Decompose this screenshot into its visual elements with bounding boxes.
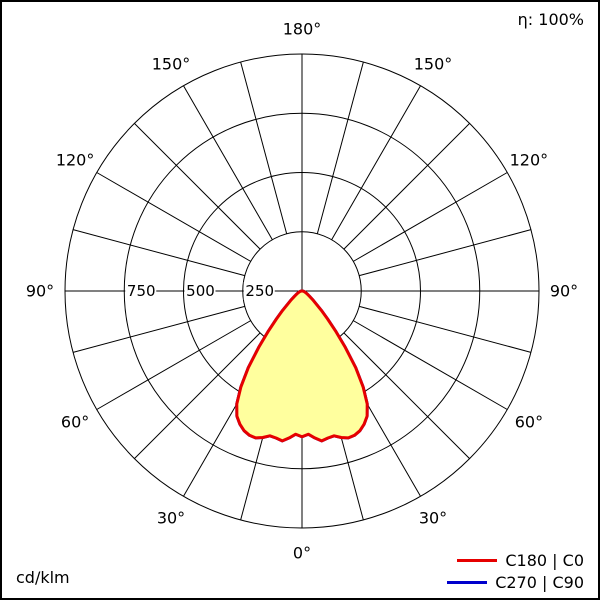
radial-tick-label: 250 — [245, 282, 274, 300]
unit-label: cd/klm — [16, 568, 70, 587]
angle-label: 30° — [419, 508, 447, 527]
angle-label: 120° — [56, 151, 95, 170]
polar-grid-spoke — [134, 332, 261, 459]
polar-grid-spoke — [316, 61, 364, 234]
legend-label-c90: C270 | C90 — [495, 573, 584, 592]
angle-label: 90° — [550, 282, 578, 301]
angle-label: 60° — [515, 413, 543, 432]
polar-grid-spoke — [359, 305, 532, 353]
legend-line-red-icon — [457, 559, 498, 562]
intensity-curve-c180-c0 — [235, 289, 369, 443]
angle-label: 30° — [157, 508, 185, 527]
angle-label: 150° — [152, 55, 191, 74]
angle-label: 60° — [61, 413, 89, 432]
angle-label: 150° — [414, 55, 453, 74]
radial-tick-label: 500 — [186, 282, 215, 300]
angle-label: 0° — [293, 544, 311, 563]
polar-grid-spoke — [359, 229, 532, 277]
tick-label-bg — [125, 282, 157, 300]
angle-label: 90° — [26, 282, 54, 301]
angle-label: 180° — [283, 20, 322, 39]
angle-label: 120° — [510, 151, 549, 170]
polar-grid-spoke — [331, 85, 421, 240]
legend: C180 | C0 C270 | C90 — [447, 551, 584, 592]
polar-grid-spoke — [72, 305, 245, 353]
polar-grid-spoke — [96, 172, 251, 262]
polar-grid-spoke — [134, 123, 261, 250]
radial-tick-label: 750 — [127, 282, 156, 300]
polar-grid-spoke — [343, 123, 470, 250]
polar-grid-spoke — [183, 85, 273, 240]
polar-grid-spoke — [343, 332, 470, 459]
polar-grid-spoke — [353, 320, 508, 410]
legend-item-c0: C180 | C0 — [457, 551, 584, 570]
tick-label-bg — [184, 282, 216, 300]
legend-item-c90: C270 | C90 — [447, 573, 584, 592]
polar-grid-spoke — [96, 320, 251, 410]
polar-grid-spoke — [353, 172, 508, 262]
legend-line-blue-icon — [447, 581, 488, 584]
tick-label-bg — [243, 282, 275, 300]
efficiency-label: η: 100% — [517, 10, 584, 29]
polar-grid-spoke — [240, 61, 288, 234]
polar-grid-spoke — [72, 229, 245, 277]
legend-label-c0: C180 | C0 — [505, 551, 584, 570]
